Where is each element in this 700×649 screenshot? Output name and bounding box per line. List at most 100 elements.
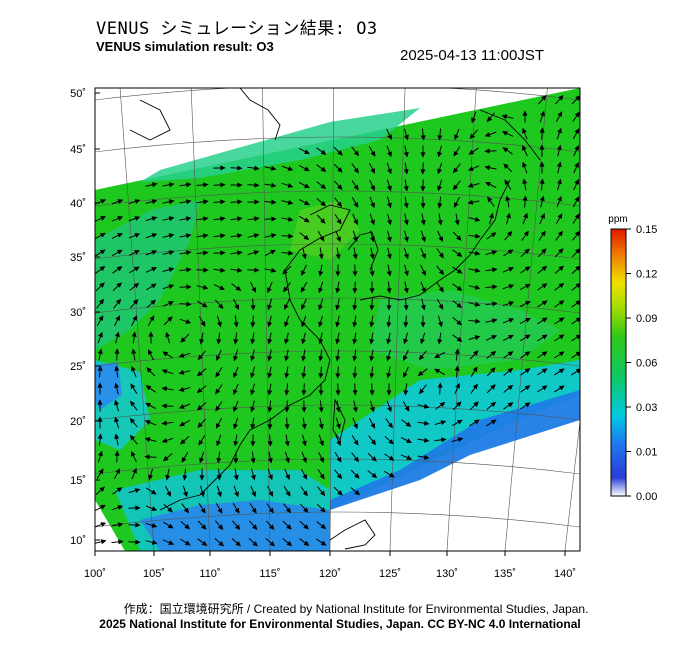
wind-arrowhead [335,253,341,260]
wind-arrowhead [438,286,444,293]
wind-arrowhead [370,168,376,174]
wind-arrowhead [370,423,376,429]
wind-arrowhead [472,366,478,373]
wind-arrowhead [254,165,260,171]
wind-arrowhead [437,135,443,141]
wind-arrowhead [129,417,136,424]
wind-arrowhead [318,270,324,277]
wind-arrowhead [471,117,476,124]
wind-arrowhead [353,184,359,191]
wind-arrowhead [285,490,291,497]
wind-arrowhead [403,151,409,158]
wind-arrowhead [115,468,121,474]
wind-arrowhead [129,434,136,441]
wind-arrowhead [320,200,327,207]
colorbar-gradient [610,228,627,497]
lat-label: 15˚ [70,475,86,487]
wind-arrowhead [369,321,375,328]
wind-arrowhead [220,165,226,171]
wind-arrowhead [250,458,256,464]
wind-arrowhead [541,265,548,272]
wind-arrowhead [574,196,580,203]
wind-arrowhead [301,390,307,396]
ozone-field-cyan-sea [370,290,560,370]
wind-arrowhead [131,450,136,457]
wind-arrowhead [235,541,241,547]
credit-line-2: 2025 National Institute for Environmenta… [99,617,581,631]
wind-arrowhead [233,339,239,345]
wind-arrowhead [202,284,209,290]
wind-arrowhead [220,182,226,188]
wind-arrowhead [558,265,564,272]
wind-arrowhead [150,283,157,289]
wind-arrowhead [217,507,223,514]
wind-arrowhead [438,269,445,276]
wind-arrowhead [215,388,221,395]
wind-arrowhead [522,127,527,134]
wind-arrowhead [254,267,260,273]
wind-arrowhead [168,540,175,545]
wind-arrowhead [161,403,167,409]
wind-arrowhead [506,212,511,219]
wind-arrowhead [270,233,277,239]
wind-arrowhead [233,322,239,328]
wind-arrowhead [197,404,203,411]
wind-arrowhead [132,467,137,474]
wind-arrowhead [250,441,256,447]
wind-arrowhead [352,373,358,379]
wind-arrowhead [215,405,221,412]
wind-arrowhead [541,248,547,254]
wind-arrowhead [440,420,447,425]
wind-arrowhead [557,111,563,118]
wind-arrowhead [286,524,292,530]
wind-arrowhead [270,249,276,255]
wind-arrowhead [318,407,324,413]
wind-arrowhead [233,440,239,447]
wind-arrowhead [185,233,192,239]
wind-arrowhead [318,321,323,328]
wind-arrowhead [284,424,290,430]
wind-arrowhead [267,304,272,311]
wind-arrowhead [318,373,324,379]
lon-label: 115˚ [259,568,280,580]
wind-arrowhead [524,351,531,357]
wind-arrowhead [145,385,152,391]
wind-arrowhead [251,507,257,514]
wind-arrowhead [453,150,459,157]
wind-arrowhead [473,350,479,356]
wind-arrowhead [303,540,310,546]
wind-arrowhead [161,437,168,443]
wind-arrowhead [185,216,192,222]
wind-arrowhead [114,399,119,406]
wind-arrowhead [467,166,474,171]
wind-arrowhead [354,473,360,479]
wind-arrowhead [353,167,359,174]
wind-arrowhead [250,372,255,379]
wind-arrowhead [490,232,497,238]
wind-arrowhead [203,250,209,256]
wind-arrowhead [97,399,103,405]
wind-arrowhead [505,195,511,202]
wind-arrowhead [287,166,294,171]
wind-arrowhead [135,522,141,528]
wind-arrowhead [524,402,531,408]
wind-arrowhead [420,203,426,209]
wind-arrowhead [352,355,358,362]
wind-arrowhead [185,250,192,256]
wind-arrowhead [473,401,479,407]
wind-arrowhead [202,216,209,222]
wind-arrowhead [165,474,171,481]
ozone-map[interactable]: 50˚ 45˚ 40˚ 35˚ 30˚ 25˚ 20˚ 15˚ 10˚ 100˚ 105˚ 110˚… [0,0,700,600]
wind-arrowhead [439,401,446,408]
wind-arrowhead [523,230,529,237]
lat-label: 40˚ [70,198,86,210]
wind-arrowhead [130,383,136,390]
wind-arrowhead [99,266,106,272]
wind-arrowhead [268,474,273,481]
forecast-timestamp: 2025-04-13 11:00JST [400,47,544,64]
wind-arrowhead [370,439,377,446]
lat-label: 45˚ [70,144,86,156]
wind-arrowhead [484,148,490,154]
wind-arrowhead [233,355,238,362]
colorbar: ppm 0.15 0.12 0.09 0.06 0.03 0.01 0.00 [608,214,657,503]
